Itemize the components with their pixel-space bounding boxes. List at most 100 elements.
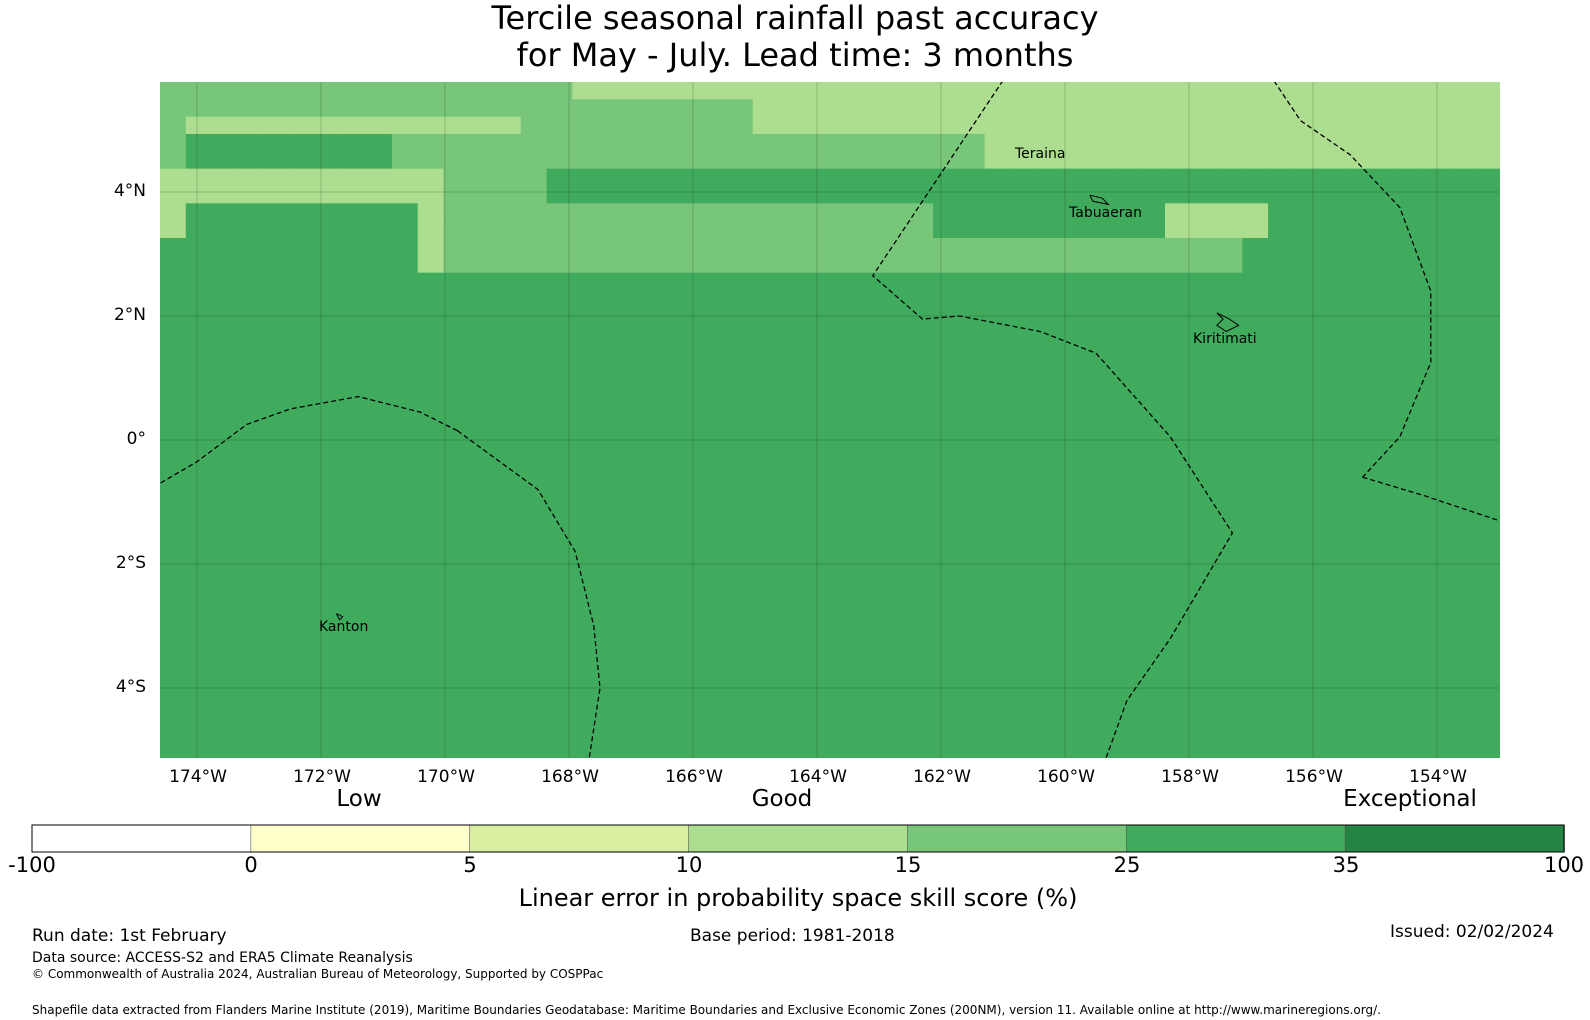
skill-cell — [1448, 411, 1475, 430]
skill-cell — [1061, 584, 1089, 603]
skill-cell — [572, 255, 599, 274]
skill-cell — [572, 723, 599, 742]
skill-cell — [958, 203, 986, 222]
skill-cell — [211, 567, 238, 586]
skill-cell — [984, 324, 1011, 343]
skill-cell — [185, 654, 213, 672]
skill-cell — [623, 220, 651, 239]
skill-cell — [675, 203, 702, 222]
skill-cell — [649, 446, 676, 464]
skill-cell — [417, 324, 445, 343]
skill-cell — [211, 706, 238, 724]
skill-cell — [469, 324, 496, 343]
skill-cell — [495, 428, 522, 447]
skill-cell — [520, 220, 548, 239]
skill-cell — [1293, 723, 1321, 742]
skill-cell — [907, 359, 934, 378]
skill-cell — [804, 359, 831, 378]
skill-cell — [1216, 238, 1243, 256]
skill-cell — [237, 584, 264, 603]
skill-cell — [546, 359, 573, 378]
skill-cell — [1371, 203, 1398, 222]
skill-cell — [211, 151, 238, 170]
skill-cell — [778, 324, 805, 343]
skill-cell — [598, 186, 625, 204]
skill-cell — [520, 134, 548, 152]
skill-cell — [1242, 602, 1269, 620]
skill-cell — [520, 238, 548, 256]
skill-cell — [1268, 706, 1295, 724]
skill-cell — [185, 394, 213, 412]
skill-cell — [1113, 706, 1140, 724]
skill-cell — [1422, 376, 1450, 395]
skill-cell — [726, 636, 754, 655]
skill-cell — [804, 584, 831, 603]
skill-cell — [572, 220, 599, 239]
skill-cell — [1036, 740, 1063, 758]
skill-cell — [443, 636, 470, 655]
skill-cell — [675, 394, 702, 412]
skill-cell — [1139, 550, 1166, 568]
skill-cell — [288, 636, 316, 655]
skill-cell — [855, 376, 883, 395]
skill-cell — [1448, 532, 1475, 551]
skill-cell — [752, 619, 780, 638]
skill-cell — [830, 706, 857, 724]
skill-cell — [933, 740, 960, 758]
skill-cell — [855, 636, 883, 655]
skill-cell — [237, 134, 264, 152]
place-label-kanton: Kanton — [319, 619, 369, 635]
skill-cell — [598, 116, 625, 135]
skill-cell — [855, 671, 883, 690]
skill-cell — [1371, 688, 1398, 707]
skill-cell — [855, 584, 883, 603]
skill-cell — [1371, 220, 1398, 239]
skill-cell — [675, 619, 702, 638]
skill-cell — [469, 168, 496, 187]
skill-cell — [804, 688, 831, 707]
skill-cell — [598, 168, 625, 187]
skill-cell — [340, 602, 367, 620]
skill-cell — [1474, 723, 1500, 742]
skill-cell — [1371, 186, 1398, 204]
skill-cell — [726, 290, 754, 308]
skill-cell — [1474, 654, 1500, 672]
skill-cell — [1061, 151, 1089, 170]
skill-cell — [1268, 532, 1295, 551]
skill-cell — [933, 654, 960, 672]
skill-cell — [804, 619, 831, 638]
skill-cell — [1422, 532, 1450, 551]
skill-cell — [830, 446, 857, 464]
skill-cell — [778, 671, 805, 690]
skill-cell — [881, 203, 908, 222]
skill-cell — [855, 359, 883, 378]
skill-cell — [881, 134, 908, 152]
skill-cell — [623, 376, 651, 395]
skill-cell — [443, 203, 470, 222]
skill-cell — [495, 550, 522, 568]
skill-cell — [1268, 498, 1295, 516]
skill-cell — [443, 82, 470, 100]
skill-cell — [391, 498, 419, 516]
skill-cell — [391, 550, 419, 568]
skill-cell — [211, 498, 238, 516]
skill-cell — [804, 550, 831, 568]
skill-cell — [933, 290, 960, 308]
skill-cell — [520, 255, 548, 274]
skill-cell — [675, 359, 702, 378]
skill-cell — [701, 671, 728, 690]
skill-cell — [469, 394, 496, 412]
skill-cell — [752, 532, 780, 551]
skill-cell — [237, 203, 264, 222]
skill-cell — [443, 706, 470, 724]
skill-cell — [443, 376, 470, 395]
skill-cell — [598, 272, 625, 291]
skill-cell — [1268, 238, 1295, 256]
skill-cell — [1190, 411, 1218, 430]
skill-cell — [1371, 394, 1398, 412]
skill-cell — [958, 99, 986, 118]
skill-cell — [958, 602, 986, 620]
skill-cell — [1345, 463, 1372, 482]
skill-cell — [288, 515, 316, 534]
skill-cell — [366, 342, 393, 360]
